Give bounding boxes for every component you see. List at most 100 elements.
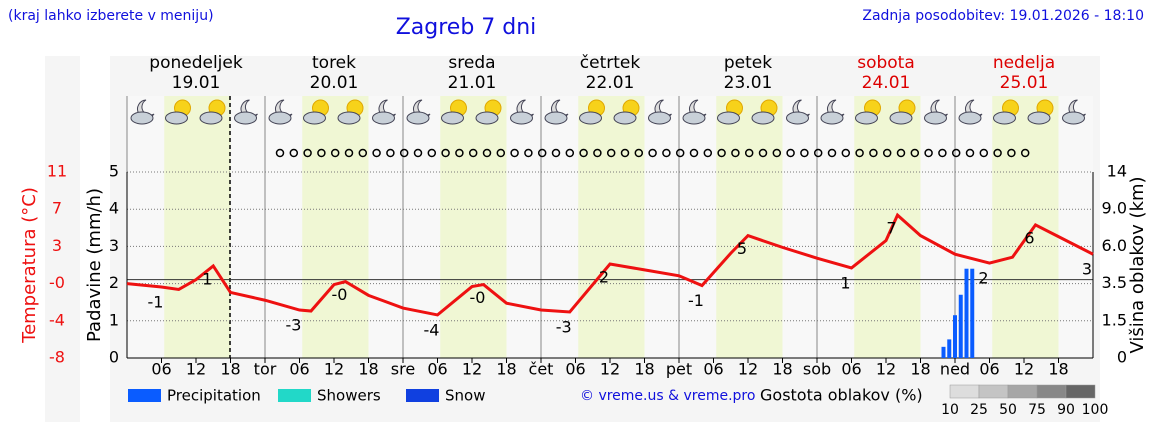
cloud [855,111,878,125]
calm-wind [951,148,961,158]
calm-wind [703,148,713,158]
cloud [1062,111,1085,125]
cloud [820,111,844,125]
weather-icon [786,99,810,125]
daylight-band [302,96,369,358]
calm-wind [965,148,975,158]
cloud [579,111,602,125]
temp-axis-title: Temperatura (°C) [19,187,40,344]
x-tick-label: čet [529,360,554,379]
weather-icon [889,99,916,125]
cloud-legend-tick: 100 [1082,402,1109,418]
cloud [475,111,499,125]
calm-wind [924,148,933,158]
weather-icon [820,99,845,125]
calm-wind [731,148,740,158]
cloud [786,111,809,125]
cloud [510,111,533,125]
temp-label: -3 [286,316,302,335]
calm-wind [496,148,506,158]
x-tick-label: 18 [220,360,240,379]
weather-icon [441,99,467,125]
day-name: sreda [448,53,495,73]
calm-wind [675,148,685,158]
calm-wind [662,148,671,158]
weather-icon [130,99,155,125]
x-tick-label: 12 [600,360,620,379]
x-tick-label: 18 [910,360,930,379]
precip-bar [947,339,952,358]
x-tick-label: 12 [876,360,896,379]
y-axis-title: Padavine (mm/h) [84,188,105,342]
x-tick-label: 18 [634,360,654,379]
weather-icon [234,99,258,125]
day-date: 21.01 [448,73,497,93]
calm-wind [455,148,464,158]
temp-tick-label: -4 [49,310,65,329]
precip-bar [958,294,963,358]
temperature-line [126,212,1094,317]
weather-icon [406,99,431,125]
calm-wind [841,148,851,158]
temp-tick-label: 7 [52,199,62,218]
weather-icon [613,99,640,125]
day-date: 24.01 [862,73,911,93]
weather-icon [924,99,948,125]
x-tick-label: sob [803,360,831,379]
calm-wind [855,148,864,158]
day-date: 19.01 [172,73,221,93]
cloud-legend-swatch [1036,384,1067,399]
y2-tick-label: 6.0 [1102,236,1127,255]
x-tick-label: 12 [324,360,344,379]
temp-tick-label: 11 [47,162,67,181]
calm-wind [634,148,644,158]
calm-wind [1020,148,1030,158]
temp-label: 3 [1082,260,1092,279]
calm-wind [330,148,340,158]
weather-icon [958,99,983,125]
calm-wind [813,148,823,158]
calm-wind [772,148,782,158]
cloud-legend-swatch [1065,384,1096,399]
precip-bar [964,268,969,358]
x-tick-label: 06 [979,360,999,379]
weather-icon [682,99,707,125]
cloud-legend-tick: 10 [941,402,959,418]
weather-icon [579,99,605,125]
legend-swatch [128,389,161,402]
calm-wind [896,148,906,158]
temp-tick-label: -0 [49,273,65,292]
temp-label: -3 [556,317,572,336]
calm-wind [758,148,768,158]
y-tick-label: 1 [109,310,119,329]
x-tick-label: pet [666,360,692,379]
x-tick-label: 06 [151,360,171,379]
weather-icon [544,99,569,125]
temp-label: -1 [688,291,704,310]
x-tick-label: tor [254,360,277,379]
temp-label: 1 [202,269,212,288]
cloud [234,111,257,125]
temp-label: -0 [332,285,348,304]
cloud-legend-tick: 90 [1057,402,1075,418]
cloud [682,111,706,125]
precip-bar [941,346,946,358]
x-tick-label: 18 [772,360,792,379]
y2-tick-label: 3.5 [1102,273,1127,292]
day-date: 25.01 [1000,73,1049,93]
y2-tick-label: 14 [1107,162,1127,181]
y2-tick-label: 1.5 [1102,310,1127,329]
x-tick-label: 06 [565,360,585,379]
x-tick-label: 06 [289,360,309,379]
calm-wind [993,148,1002,158]
calm-wind [593,148,602,158]
calm-wind [800,148,809,158]
cloud-legend-swatch [949,384,980,399]
calm-wind [620,148,630,158]
cloud [544,111,568,125]
precip-bar [970,268,975,358]
cloud [1027,111,1051,125]
calm-wind [413,148,423,158]
calm-wind [427,148,437,158]
